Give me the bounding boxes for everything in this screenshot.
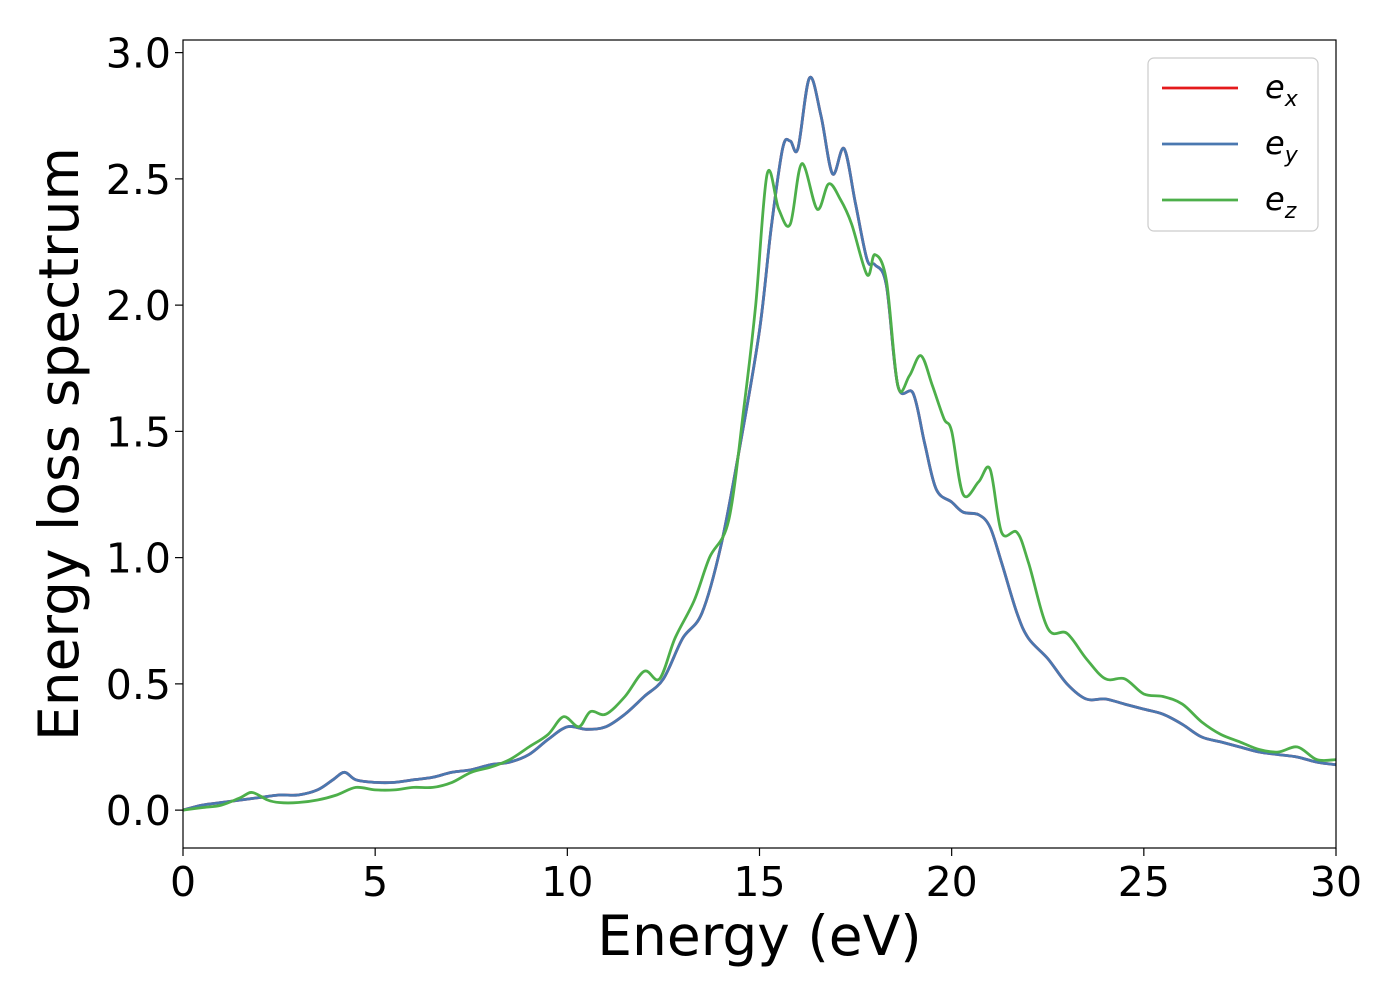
- series-line-ez: [183, 162, 1336, 812]
- x-tick-label: 15: [733, 858, 785, 906]
- legend: ex ey ez: [1147, 57, 1319, 232]
- x-tick-label: 30: [1310, 858, 1362, 906]
- y-tick-label: 0.0: [106, 787, 171, 835]
- ticks-layer: 0 5 10 15 20 25 30 0.0 0.5 1.0 1.5 2.0 2.5 3.0: [106, 30, 1362, 906]
- y-tick-label: 0.5: [106, 661, 171, 709]
- y-tick-label: 3.0: [106, 30, 171, 78]
- x-tick-label: 20: [926, 858, 978, 906]
- x-axis-label: Energy (eV): [597, 904, 921, 968]
- x-tick-label: 25: [1118, 858, 1170, 906]
- y-tick-label: 2.5: [106, 156, 171, 204]
- legend-label-ez: ez: [1265, 180, 1297, 224]
- y-tick-label: 2.0: [106, 282, 171, 330]
- series-layer: [183, 75, 1336, 812]
- legend-label-ex: ex: [1265, 68, 1299, 112]
- series-line-ey: [183, 75, 1336, 812]
- y-axis-label: Energy loss spectrum: [27, 147, 91, 741]
- x-tick-label: 5: [362, 858, 388, 906]
- y-tick-label: 1.5: [106, 408, 171, 456]
- y-tick-label: 1.0: [106, 535, 171, 583]
- x-tick-label: 0: [170, 858, 196, 906]
- x-tick-label: 10: [541, 858, 593, 906]
- legend-label-ey: ey: [1265, 124, 1299, 168]
